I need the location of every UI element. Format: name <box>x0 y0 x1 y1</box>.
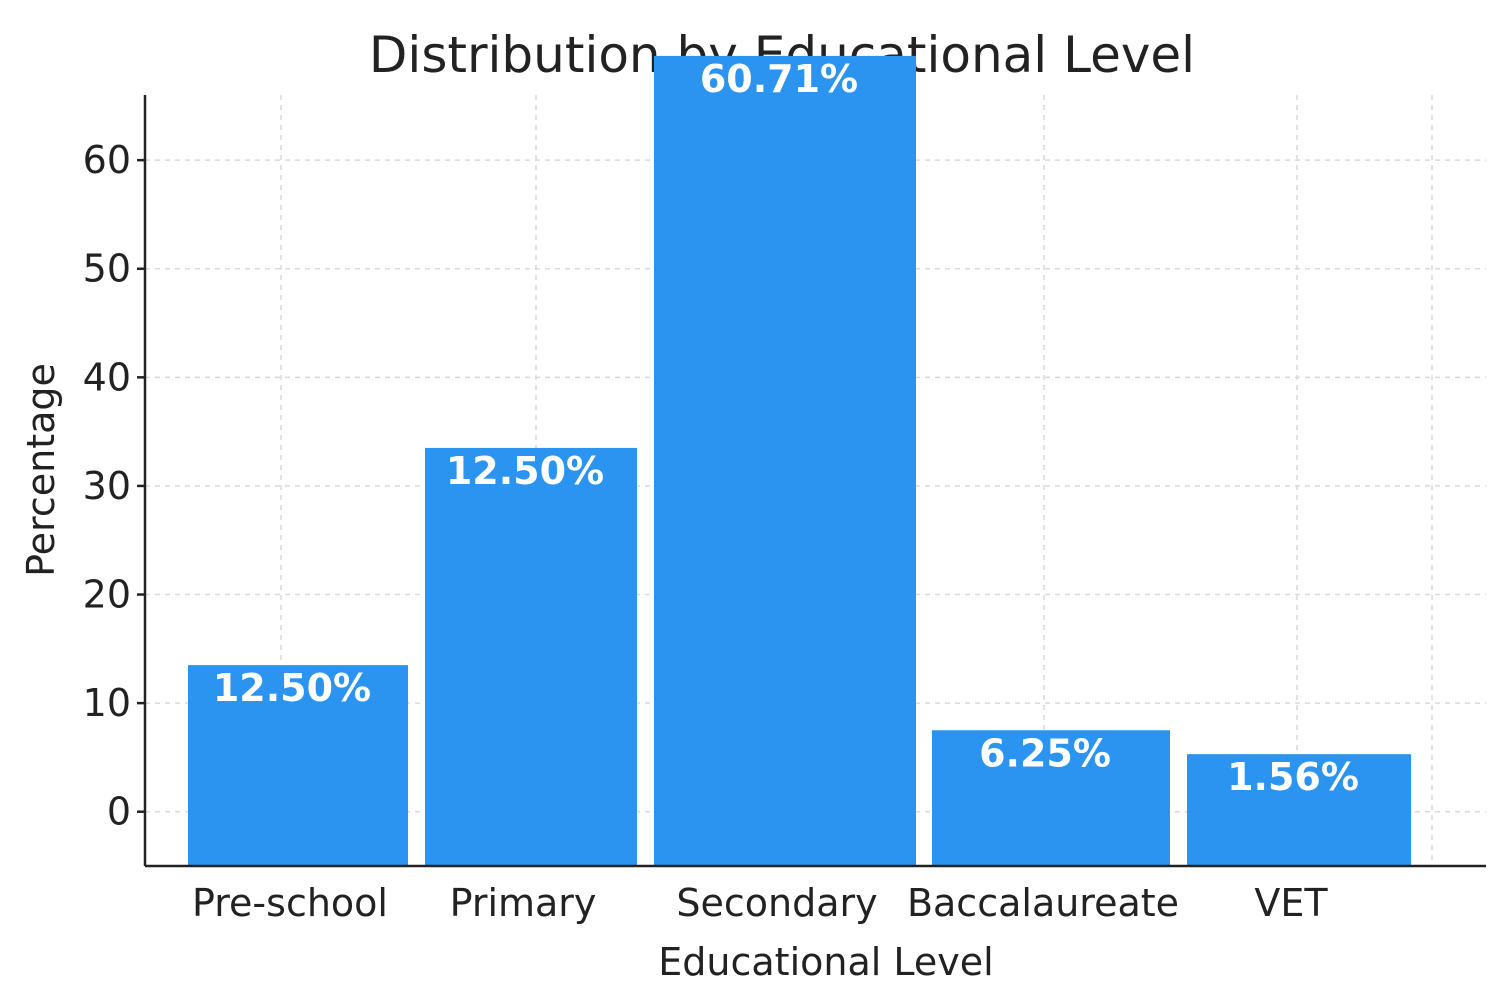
x-axis-ticks: Pre-school Primary Secondary Baccalaureate V… <box>192 881 1328 925</box>
bar-value-label: 6.25% <box>979 731 1111 775</box>
bar-baccalaureate <box>932 730 1170 866</box>
y-axis-label: Percentage <box>19 363 63 577</box>
y-axis-ticks: 0 10 20 30 40 50 60 <box>83 138 145 834</box>
y-tick-label: 0 <box>107 790 131 834</box>
bar-value-label: 12.50% <box>213 666 371 710</box>
x-tick-label: VET <box>1254 881 1328 925</box>
y-tick-label: 60 <box>83 138 131 182</box>
bar-primary <box>425 447 637 866</box>
y-tick-label: 20 <box>83 573 131 617</box>
bar-value-label: 12.50% <box>446 449 604 493</box>
bar-pre-school <box>188 665 408 866</box>
y-tick-label: 30 <box>83 464 131 508</box>
y-tick-label: 40 <box>83 355 131 399</box>
bar-secondary <box>654 55 916 866</box>
x-tick-label: Baccalaureate <box>907 881 1179 925</box>
x-tick-label: Secondary <box>676 881 877 925</box>
bar-labels: 12.50% 12.50% 60.71% 6.25% 1.56% <box>213 57 1359 799</box>
x-tick-label: Primary <box>450 881 597 925</box>
bars <box>188 55 1411 866</box>
y-tick-label: 50 <box>83 247 131 291</box>
bar-value-label: 60.71% <box>700 57 858 101</box>
bar-vet <box>1187 754 1411 866</box>
x-axis-label: Educational Level <box>658 940 993 984</box>
bar-value-label: 1.56% <box>1227 755 1359 799</box>
y-tick-label: 10 <box>83 681 131 725</box>
x-tick-label: Pre-school <box>192 881 388 925</box>
